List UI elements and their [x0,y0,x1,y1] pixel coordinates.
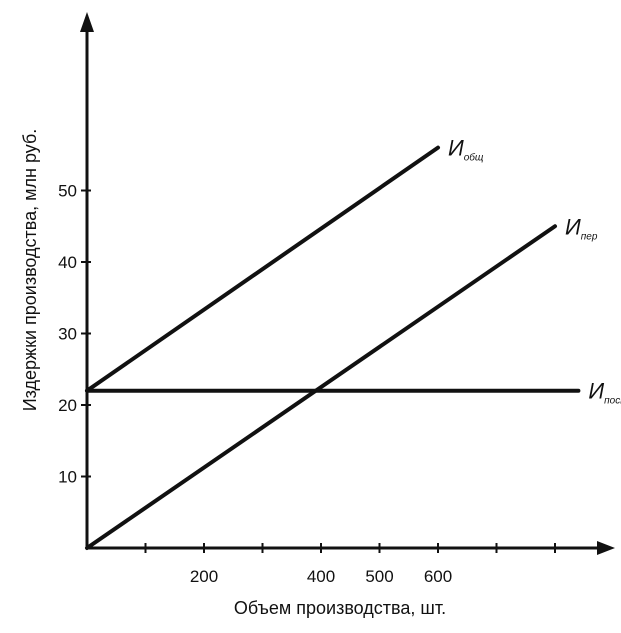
y-tick-label: 30 [58,325,77,344]
x-tick-label: 500 [365,567,393,586]
series-label-общ: Иобщ [448,136,484,164]
y-axis-label: Издержки производства, млн руб. [20,129,40,412]
axes [80,12,615,555]
x-tick-label: 400 [307,567,335,586]
series-layer [85,145,581,550]
x-axis-label: Объем производства, шт. [234,598,446,618]
x-tick-label: 200 [190,567,218,586]
series-label-пост: Ипост [588,379,621,407]
series-line-общ [85,145,440,393]
y-tick-label: 10 [58,468,77,487]
x-axis-arrow [597,541,615,555]
y-axis-arrow [80,12,94,32]
x-tick-label: 600 [424,567,452,586]
series-line-пер [85,224,557,550]
labels-layer: 200 400 500 600 10 20 30 40 50 Объем производства… [20,129,621,618]
y-tick-label: 20 [58,396,77,415]
series-label-пер: Ипер [565,214,598,242]
y-tick-label: 50 [58,182,77,201]
y-tick-label: 40 [58,253,77,272]
